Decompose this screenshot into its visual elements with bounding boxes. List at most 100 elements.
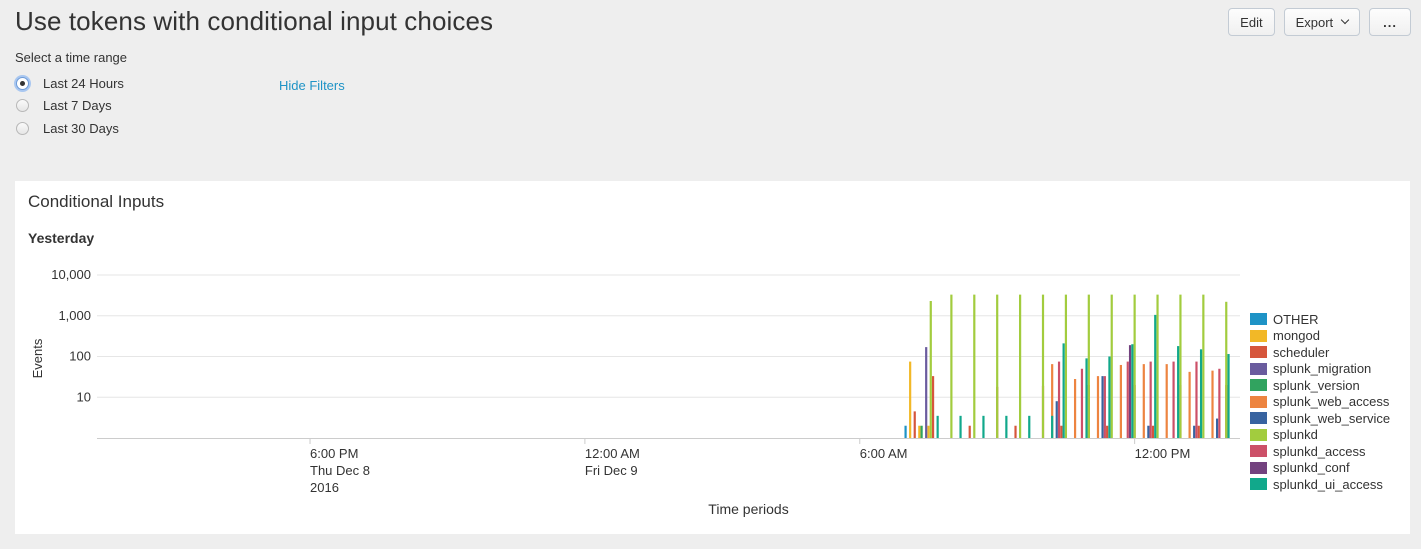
legend-item[interactable]: splunkd	[1250, 427, 1390, 444]
x-axis-title: Time periods	[708, 501, 788, 517]
bar	[1014, 425, 1017, 438]
bar	[904, 425, 907, 438]
bar	[1215, 418, 1219, 438]
radio-button[interactable]	[16, 99, 29, 113]
bar	[1147, 425, 1150, 438]
legend-item[interactable]: scheduler	[1250, 344, 1390, 361]
y-axis-title: Events	[30, 338, 45, 378]
radio-button[interactable]	[16, 76, 29, 90]
legend-swatch	[1250, 395, 1267, 408]
y-tick-label: 1,000	[58, 308, 91, 323]
bar	[1128, 345, 1132, 438]
bar	[920, 425, 923, 438]
more-actions-label: ...	[1383, 14, 1397, 30]
x-tick-label: Thu Dec 8	[310, 463, 370, 478]
bar	[1126, 361, 1129, 438]
bar	[1051, 415, 1054, 438]
legend-swatch	[1250, 379, 1267, 392]
bar	[1041, 294, 1045, 438]
radio-option-last-7-days[interactable]: Last 7 Days	[16, 95, 124, 118]
x-tick-label: 12:00 PM	[1135, 446, 1191, 461]
legend-swatch	[1250, 362, 1267, 375]
radio-label: Last 24 Hours	[43, 75, 124, 91]
bar	[1005, 415, 1008, 438]
legend-item[interactable]: splunk_web_service	[1250, 410, 1390, 427]
legend-swatch	[1250, 313, 1267, 326]
chart-title: Yesterday	[28, 230, 95, 246]
events-chart: 10 100 1,000 10,000 6:00 PM Thu Dec 8 2016 12:0…	[30, 267, 1240, 517]
legend-swatch	[1250, 329, 1267, 342]
bar	[1108, 356, 1111, 438]
bar	[1193, 425, 1196, 438]
x-tick-label: 6:00 AM	[860, 446, 908, 461]
bar	[925, 347, 928, 438]
bar	[927, 425, 930, 438]
legend-swatch	[1250, 428, 1267, 441]
bar	[1087, 294, 1090, 438]
legend-item[interactable]: mongod	[1250, 328, 1390, 345]
bar	[1073, 379, 1077, 438]
bar	[1165, 364, 1168, 438]
legend-label: OTHER	[1273, 311, 1319, 327]
bar	[1211, 370, 1214, 438]
bar	[929, 301, 932, 438]
bar	[1060, 425, 1063, 438]
legend-item[interactable]: splunk_web_access	[1250, 394, 1390, 411]
bar	[909, 361, 912, 438]
radio-option-last-24-hours[interactable]: Last 24 Hours	[16, 72, 124, 95]
radio-label: Last 30 Days	[43, 120, 119, 136]
bar	[1188, 371, 1191, 438]
legend-label: splunkd	[1273, 427, 1318, 443]
bar	[1055, 401, 1058, 438]
legend-item[interactable]: splunkd_ui_access	[1250, 476, 1390, 493]
conditional-inputs-panel: Conditional Inputs Yesterday 10 100 1,000 1…	[15, 181, 1410, 534]
dashboard-actions: Edit Export ...	[1228, 8, 1411, 36]
legend-item[interactable]: splunk_migration	[1250, 361, 1390, 378]
hide-filters-link[interactable]: Hide Filters	[279, 78, 345, 93]
bar	[1131, 344, 1134, 438]
legend-item[interactable]: OTHER	[1250, 311, 1390, 328]
bar	[1218, 368, 1221, 438]
legend-swatch	[1250, 412, 1267, 425]
bar	[1019, 294, 1022, 438]
bar	[1177, 346, 1180, 438]
bar	[1197, 425, 1200, 438]
bar	[1199, 349, 1203, 438]
y-tick-label: 10,000	[51, 267, 91, 282]
radio-option-last-30-days[interactable]: Last 30 Days	[16, 117, 124, 140]
bar	[996, 294, 999, 438]
time-range-label: Select a time range	[15, 50, 128, 65]
bar	[973, 294, 976, 438]
bar	[918, 425, 921, 438]
bar	[1225, 301, 1228, 438]
bar	[1103, 376, 1106, 438]
radio-button[interactable]	[16, 121, 29, 135]
bar	[936, 415, 939, 438]
legend-label: splunk_migration	[1273, 361, 1372, 377]
bar	[1179, 294, 1182, 438]
legend-label: splunkd_conf	[1273, 460, 1350, 476]
legend-swatch	[1250, 478, 1267, 491]
bar	[1080, 368, 1084, 438]
export-button-label: Export	[1295, 14, 1334, 30]
bar	[1227, 354, 1230, 438]
legend-label: splunk_web_access	[1273, 394, 1390, 410]
bar	[982, 415, 985, 438]
more-actions-button[interactable]: ...	[1369, 8, 1411, 36]
x-tick-label: Fri Dec 9	[585, 463, 638, 478]
page-title: Use tokens with conditional input choice…	[15, 6, 494, 36]
bar	[1149, 361, 1152, 438]
legend-item[interactable]: splunkd_conf	[1250, 460, 1390, 477]
bar	[1110, 294, 1113, 438]
edit-button[interactable]: Edit	[1228, 8, 1275, 36]
bar	[959, 415, 962, 438]
legend-item[interactable]: splunkd_access	[1250, 443, 1390, 460]
legend-item[interactable]: splunk_version	[1250, 377, 1390, 394]
bar	[931, 376, 935, 438]
y-tick-label: 100	[69, 349, 91, 364]
bar	[1151, 425, 1155, 438]
bar	[968, 425, 971, 438]
export-button[interactable]: Export	[1283, 8, 1361, 36]
x-tick-label: 6:00 PM	[310, 446, 358, 461]
bar	[1062, 343, 1065, 438]
